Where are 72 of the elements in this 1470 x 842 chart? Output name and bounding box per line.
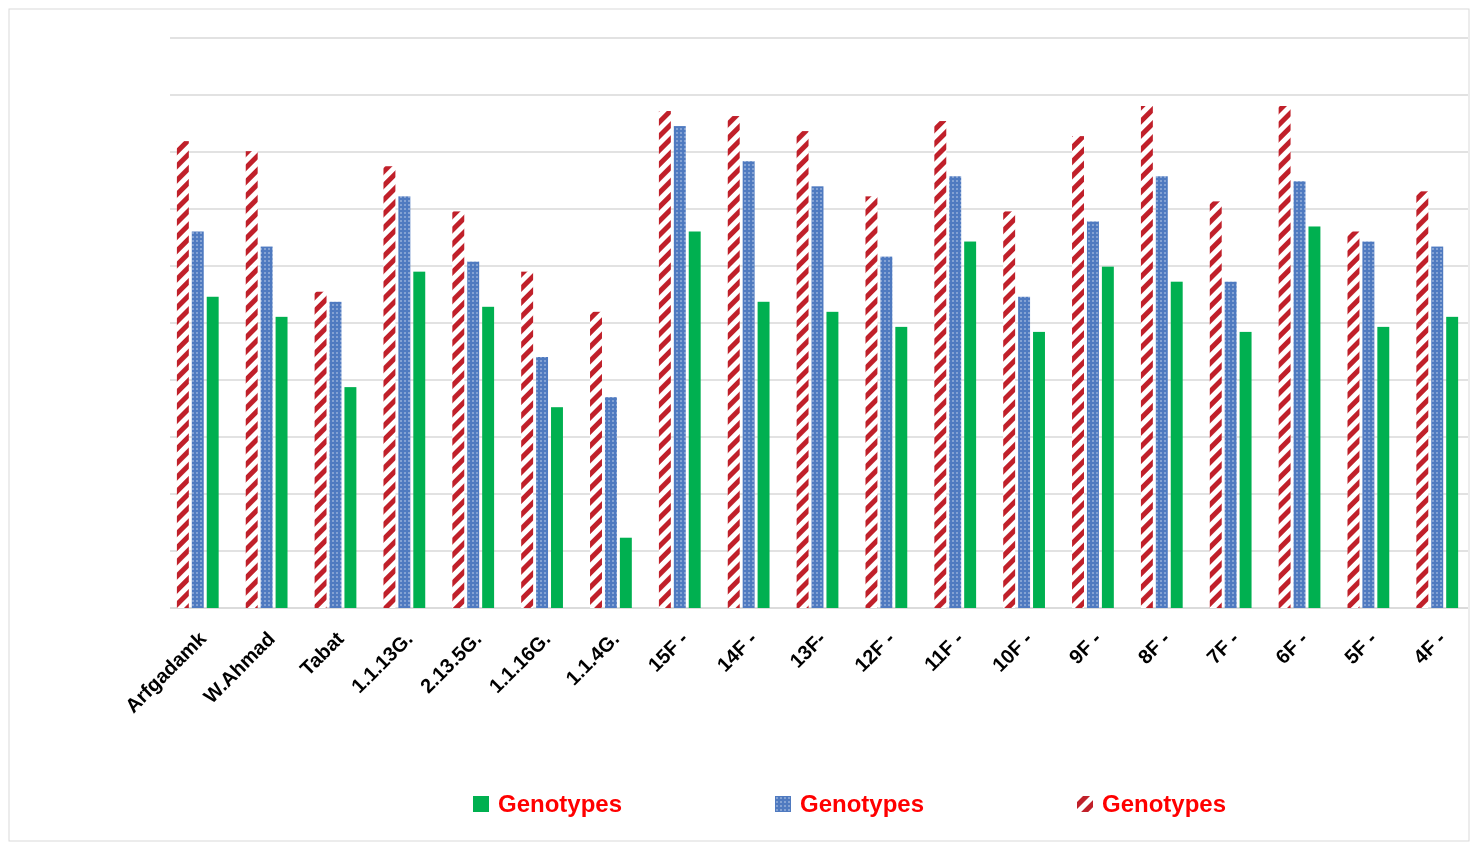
bar (1155, 176, 1168, 608)
bar (1416, 191, 1429, 608)
bar (329, 301, 342, 608)
bar (880, 256, 893, 608)
bar (521, 271, 534, 608)
bar (1003, 211, 1016, 608)
bar (590, 311, 602, 608)
bar (1347, 231, 1360, 608)
x-tick-label: 9F - (1064, 627, 1106, 668)
bar (1033, 331, 1045, 608)
bar (398, 196, 411, 608)
bar (1170, 281, 1183, 608)
bar (452, 211, 465, 608)
x-tick-label: 6F - (1271, 627, 1312, 668)
x-tick-label: 14F - (712, 627, 761, 676)
bar (1239, 331, 1252, 608)
bar (467, 261, 480, 608)
bar (796, 131, 809, 608)
bar (865, 196, 878, 608)
bar (658, 111, 671, 608)
bar (206, 296, 219, 608)
x-tick-label: 5F - (1340, 627, 1381, 668)
bar (260, 246, 273, 608)
bar (742, 161, 755, 608)
bar (1362, 241, 1375, 608)
bar (314, 291, 327, 608)
bar (727, 116, 740, 608)
bar (688, 231, 701, 608)
x-tick-label: 8F - (1133, 627, 1175, 668)
bar (413, 271, 426, 608)
bar (1293, 181, 1306, 608)
bar (536, 357, 549, 608)
bar (551, 407, 563, 608)
x-tick-label: 7F - (1202, 627, 1243, 668)
bar (1086, 221, 1099, 608)
bar (344, 387, 357, 608)
bar (176, 141, 189, 608)
bar (1308, 226, 1321, 608)
bar (934, 121, 947, 608)
bar (604, 397, 617, 608)
bar (1446, 316, 1459, 608)
x-tick-label: 4F - (1408, 627, 1450, 668)
bar (673, 126, 686, 608)
bar (1377, 326, 1390, 608)
x-tick-label: 10F - (987, 627, 1037, 676)
x-tick-label: 12F - (850, 627, 899, 676)
bar (245, 151, 258, 608)
bar (1018, 296, 1031, 608)
x-tick-label: 15F - (643, 627, 693, 676)
x-tick-label: 11F - (919, 627, 968, 676)
bar (191, 231, 204, 608)
bar (1431, 246, 1444, 608)
bar (757, 301, 770, 608)
bar (1072, 136, 1084, 608)
bar (964, 241, 977, 608)
bar (1140, 106, 1153, 608)
bar (1101, 266, 1114, 608)
bar (1278, 106, 1291, 608)
bar (811, 186, 824, 608)
legend-label: Genotypes (800, 790, 925, 817)
x-tick-label: 13F- (785, 627, 830, 672)
legend-label: Genotypes (498, 790, 623, 817)
bar (619, 537, 632, 608)
bar (949, 176, 962, 608)
bar (826, 311, 839, 608)
bar (895, 326, 908, 608)
bar (275, 316, 288, 608)
bar (482, 306, 495, 608)
bar (1209, 201, 1222, 608)
legend-label: Genotypes (1102, 790, 1227, 817)
bar (383, 166, 396, 608)
bar (1224, 281, 1237, 608)
